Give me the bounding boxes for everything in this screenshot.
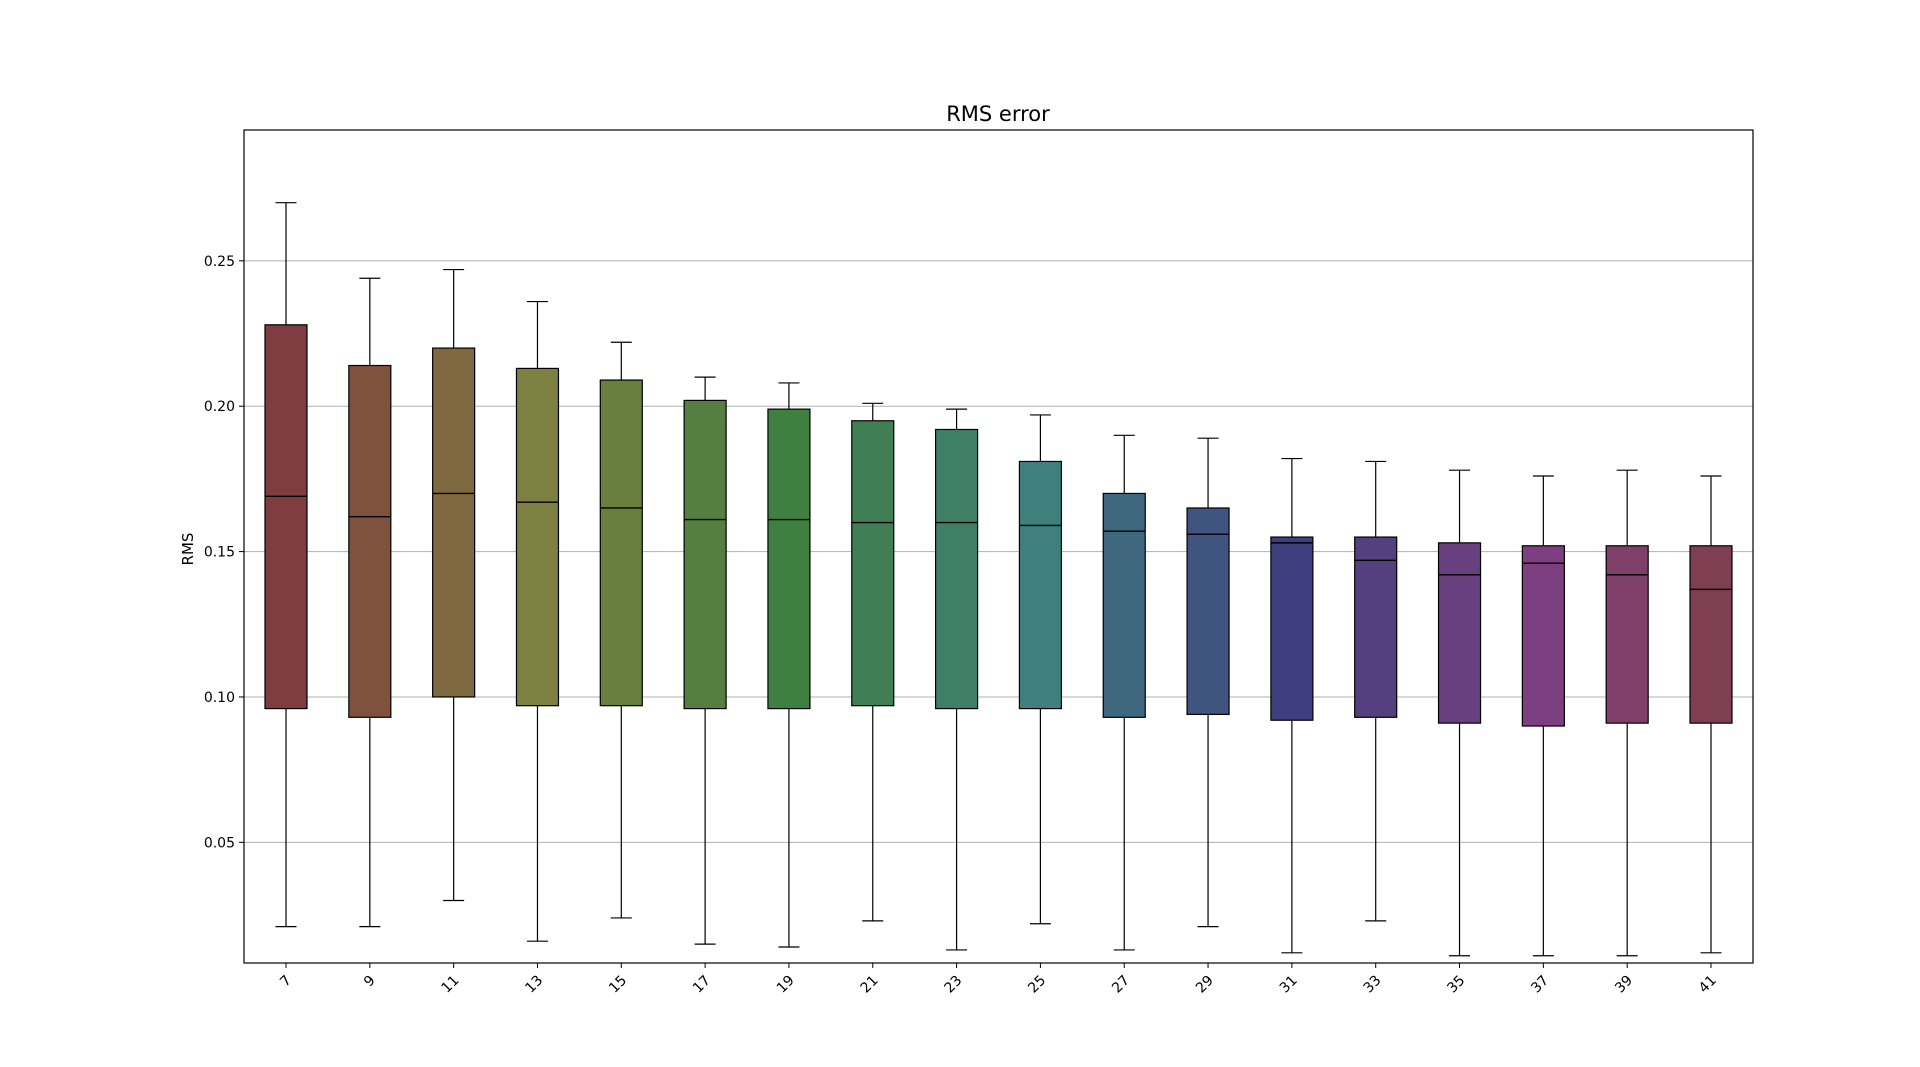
box-iqr <box>1437 542 1482 724</box>
box-19 <box>767 382 811 948</box>
y-axis-label: RMS <box>179 533 197 566</box>
y-tick-label: 0.25 <box>204 254 235 270</box>
box-23 <box>934 408 979 951</box>
box-iqr <box>1521 545 1565 727</box>
y-tick-label: 0.10 <box>204 690 235 706</box>
box-iqr <box>683 399 727 710</box>
box-iqr <box>1186 507 1230 716</box>
box-iqr <box>1270 536 1314 721</box>
box-31 <box>1270 457 1314 954</box>
box-25 <box>1018 414 1063 925</box>
box-iqr <box>1102 492 1146 718</box>
box-iqr <box>851 420 895 707</box>
box-iqr <box>1018 460 1063 710</box>
box-iqr <box>934 428 979 710</box>
x-tick-label: 17 <box>690 973 714 997</box>
box-iqr <box>264 324 308 710</box>
x-tick-label: 15 <box>606 973 630 997</box>
x-tick-label: 37 <box>1528 973 1552 997</box>
box-17 <box>683 376 727 945</box>
y-tick-label: 0.15 <box>204 545 235 561</box>
x-tick-label: 23 <box>941 973 965 997</box>
x-axis-ticks: 7 9 11 13 15 17 19 21 23 25 27 29 31 33 35 37 39 41 <box>277 963 1720 996</box>
x-tick-label: 9 <box>361 973 379 991</box>
box-7 <box>264 202 308 928</box>
box-33 <box>1354 460 1398 922</box>
box-iqr <box>599 379 643 707</box>
boxes <box>264 202 1733 957</box>
box-13 <box>515 300 560 942</box>
box-iqr <box>515 367 560 707</box>
y-tick-label: 0.20 <box>204 399 235 415</box>
grid-lines <box>244 260 1753 843</box>
box-35 <box>1437 469 1482 957</box>
x-tick-label: 21 <box>858 973 882 997</box>
x-tick-label: 31 <box>1277 973 1301 997</box>
box-11 <box>432 268 476 902</box>
box-21 <box>851 402 895 922</box>
box-39 <box>1605 469 1649 957</box>
box-iqr <box>767 408 811 710</box>
box-iqr <box>1605 545 1649 724</box>
box-9 <box>348 277 392 928</box>
box-41 <box>1689 475 1733 954</box>
x-tick-label: 11 <box>439 973 463 997</box>
x-tick-label: 39 <box>1612 973 1636 997</box>
x-tick-label: 19 <box>774 973 798 997</box>
box-iqr <box>432 347 476 698</box>
x-tick-label: 25 <box>1025 973 1049 997</box>
box-37 <box>1521 475 1565 957</box>
x-tick-label: 7 <box>277 973 295 991</box>
x-tick-label: 13 <box>522 973 546 997</box>
box-15 <box>599 341 643 919</box>
x-tick-label: 33 <box>1361 973 1385 997</box>
chart-title: RMS error <box>946 102 1050 126</box>
box-29 <box>1186 437 1230 928</box>
x-tick-label: 27 <box>1109 973 1133 997</box>
x-tick-label: 41 <box>1696 973 1720 997</box>
y-tick-label: 0.05 <box>204 835 235 851</box>
box-iqr <box>1689 545 1733 724</box>
x-tick-label: 29 <box>1193 973 1217 997</box>
y-axis-ticks: 0.05 0.10 0.15 0.20 0.25 <box>204 254 244 851</box>
box-27 <box>1102 434 1146 951</box>
plot-frame <box>243 129 1754 964</box>
box-iqr <box>1354 536 1398 718</box>
box-iqr <box>348 364 392 718</box>
x-tick-label: 35 <box>1444 973 1468 997</box>
